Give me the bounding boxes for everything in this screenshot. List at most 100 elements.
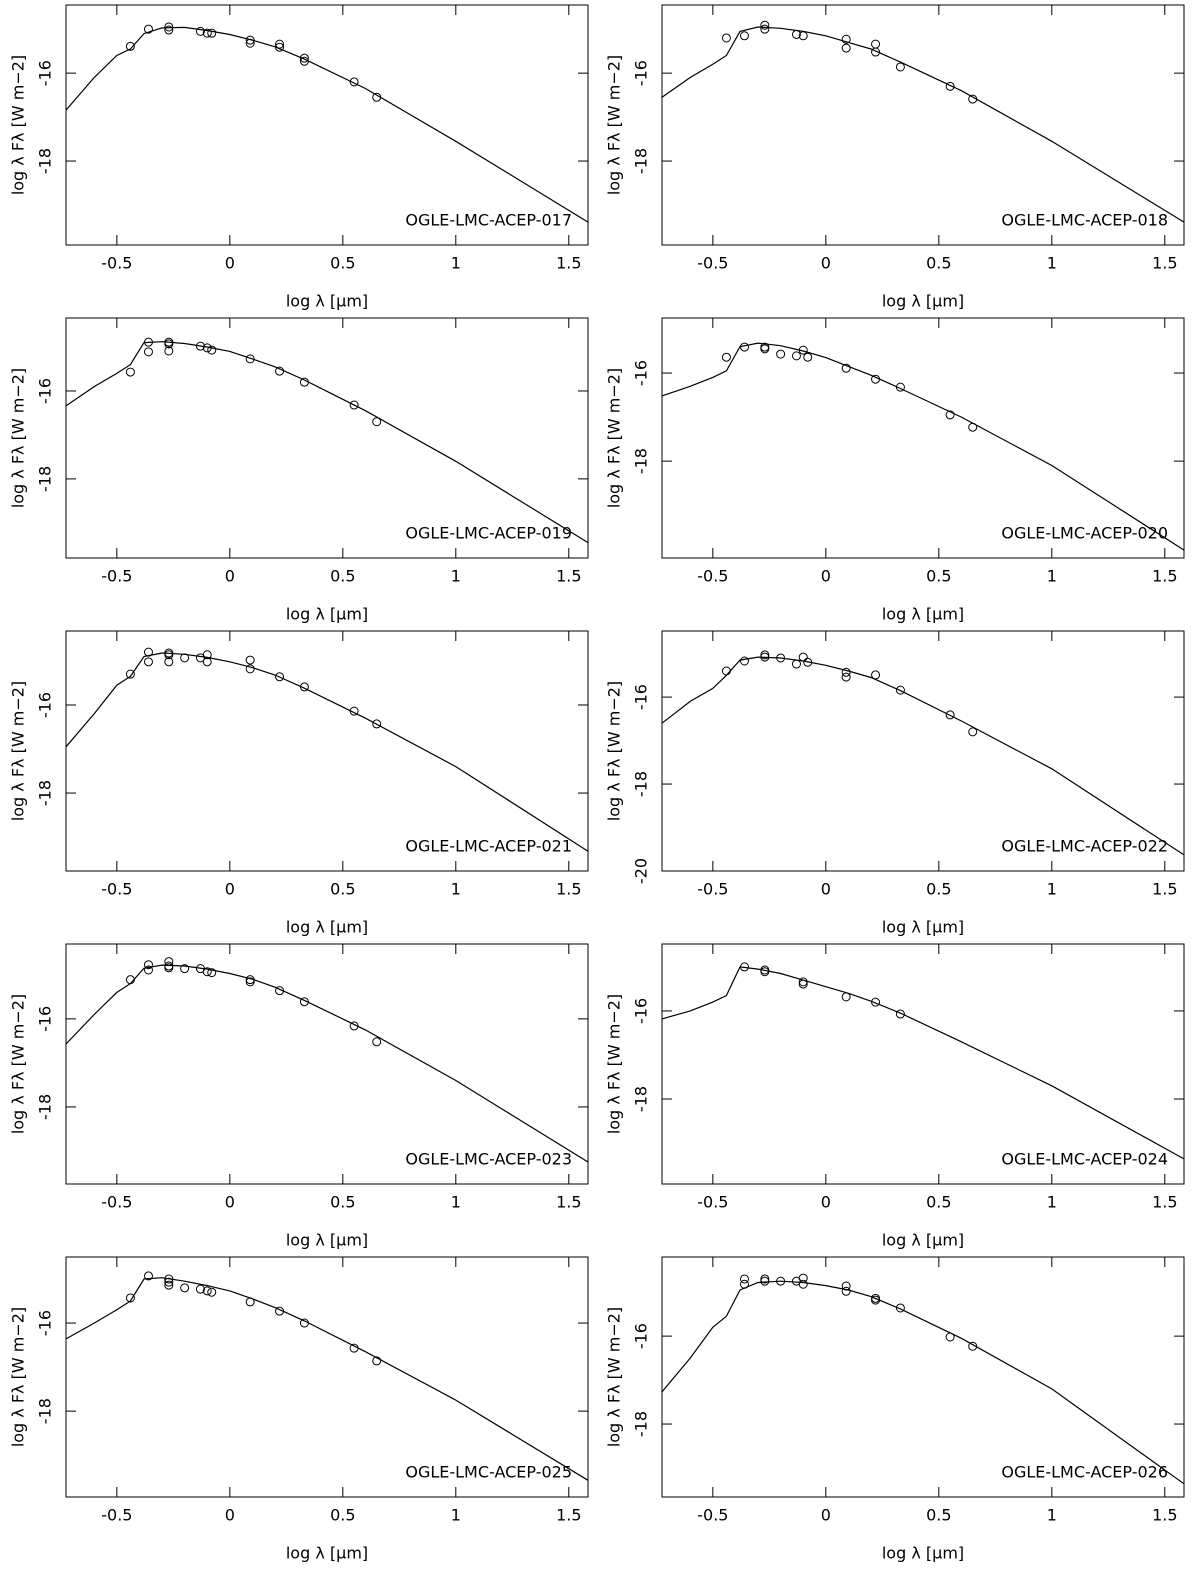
panel: -0.5 0 0.5 1 1.5 -16 -18 log λ [μm] log λ Fλ [W …	[605, 317, 1185, 624]
photometry-point	[721, 666, 731, 676]
photometry-point	[164, 339, 174, 349]
plot-frame	[65, 630, 589, 872]
x-tick-label: 0	[821, 254, 831, 273]
x-tick-label: 0.5	[330, 880, 355, 899]
photometry-point	[945, 410, 955, 420]
photometry-point	[895, 62, 905, 72]
photometry-point	[143, 965, 153, 975]
photometry-point	[164, 1277, 174, 1287]
x-axis-label: log λ [μm]	[286, 605, 368, 624]
y-tick-label: -16	[36, 378, 55, 404]
x-tick-label: 1.5	[1152, 880, 1177, 899]
plot-frame	[661, 1256, 1185, 1498]
x-tick-label: 0.5	[330, 1506, 355, 1525]
x-tick-label: 1	[451, 1506, 461, 1525]
x-tick-label: -0.5	[101, 254, 132, 273]
x-tick-label: -0.5	[101, 880, 132, 899]
y-tick-label: -16	[36, 1310, 55, 1336]
x-tick-label: 0	[821, 1506, 831, 1525]
y-tick-label: -18	[632, 1411, 651, 1437]
photometry-point	[143, 657, 153, 667]
x-tick-label: 1.5	[556, 567, 581, 586]
x-tick-label: 1.5	[556, 1506, 581, 1525]
model-sed	[65, 341, 589, 544]
x-axis-label: log λ [μm]	[286, 1231, 368, 1250]
y-axis-label: log λ Fλ [W m−2]	[9, 681, 28, 821]
panel: -0.5 0 0.5 1 1.5 -16 -18 -20 log λ [μm] log λ Fλ …	[605, 630, 1185, 937]
x-tick-label: 0.5	[926, 1193, 951, 1212]
x-tick-label: -0.5	[101, 1193, 132, 1212]
y-tick-label: -18	[36, 1398, 55, 1424]
photometry-point	[841, 363, 851, 373]
x-tick-label: -0.5	[697, 1506, 728, 1525]
x-tick-label: 1	[451, 880, 461, 899]
y-tick-label: -18	[632, 448, 651, 474]
model-sed	[661, 342, 1185, 551]
x-tick-label: -0.5	[697, 567, 728, 586]
photometry-point	[349, 77, 359, 87]
panel-title: OGLE-LMC-ACEP-019	[405, 524, 572, 543]
photometry-point	[372, 417, 382, 427]
x-tick-label: 0	[225, 1193, 235, 1212]
model-sed	[661, 656, 1185, 856]
y-tick-label: -16	[632, 684, 651, 710]
panel-title: OGLE-LMC-ACEP-020	[1001, 524, 1168, 543]
x-tick-label: 1.5	[1152, 1193, 1177, 1212]
panel: -0.5 0 0.5 1 1.5 -16 -18 log λ [μm] log λ Fλ [W …	[605, 4, 1185, 311]
photometry-point	[798, 652, 808, 662]
panel-title: OGLE-LMC-ACEP-023	[405, 1150, 572, 1169]
plot-frame	[661, 4, 1185, 246]
plot-frame	[65, 943, 589, 1185]
panel: -0.5 0 0.5 1 1.5 -16 -18 log λ [μm] log λ Fλ [W …	[605, 943, 1185, 1250]
x-tick-label: 0.5	[330, 567, 355, 586]
x-axis-label: log λ [μm]	[882, 605, 964, 624]
y-tick-label: -18	[36, 148, 55, 174]
photometry-point	[207, 28, 217, 38]
x-tick-label: 1.5	[1152, 1506, 1177, 1525]
model-sed	[661, 26, 1185, 223]
x-tick-label: 1	[1047, 880, 1057, 899]
photometry-point	[164, 657, 174, 667]
panel: -0.5 0 0.5 1 1.5 -16 -18 log λ [μm] log λ Fλ [W …	[9, 943, 589, 1250]
y-tick-label: -16	[632, 1323, 651, 1349]
photometry-point	[143, 347, 153, 357]
photometry-point	[760, 967, 770, 977]
x-tick-label: 0.5	[330, 254, 355, 273]
x-tick-label: 0	[225, 254, 235, 273]
plot-frame	[65, 317, 589, 559]
photometry-point	[125, 41, 135, 51]
plot-frame	[661, 630, 1185, 872]
y-tick-label: -18	[36, 466, 55, 492]
photometry-point	[245, 977, 255, 987]
y-tick-label: -18	[36, 780, 55, 806]
photometry-point	[895, 685, 905, 695]
photometry-point	[372, 1356, 382, 1366]
photometry-point	[945, 81, 955, 91]
y-axis-label: log λ Fλ [W m−2]	[605, 994, 624, 1134]
plot-frame	[65, 4, 589, 246]
model-sed	[65, 1277, 589, 1481]
x-tick-label: 0	[225, 880, 235, 899]
model-sed	[661, 1280, 1185, 1485]
photometry-point	[739, 31, 749, 41]
photometry-point	[841, 34, 851, 44]
x-tick-label: -0.5	[697, 254, 728, 273]
photometry-point	[760, 1276, 770, 1286]
y-axis-label: log λ Fλ [W m−2]	[9, 1307, 28, 1447]
photometry-point	[841, 1286, 851, 1296]
x-tick-label: 1	[451, 254, 461, 273]
photometry-point	[871, 47, 881, 57]
y-tick-label: -18	[632, 148, 651, 174]
y-axis-label: log λ Fλ [W m−2]	[9, 368, 28, 508]
y-tick-label: -18	[36, 1094, 55, 1120]
photometry-point	[195, 26, 205, 36]
x-tick-label: 1.5	[1152, 254, 1177, 273]
photometry-point	[125, 669, 135, 679]
x-tick-label: 0	[225, 567, 235, 586]
photometry-point	[180, 964, 190, 974]
model-sed	[65, 964, 589, 1163]
panel: -0.5 0 0.5 1 1.5 -16 -18 log λ [μm] log λ Fλ [W …	[9, 4, 589, 311]
photometry-point	[841, 667, 851, 677]
x-tick-label: 0.5	[926, 567, 951, 586]
